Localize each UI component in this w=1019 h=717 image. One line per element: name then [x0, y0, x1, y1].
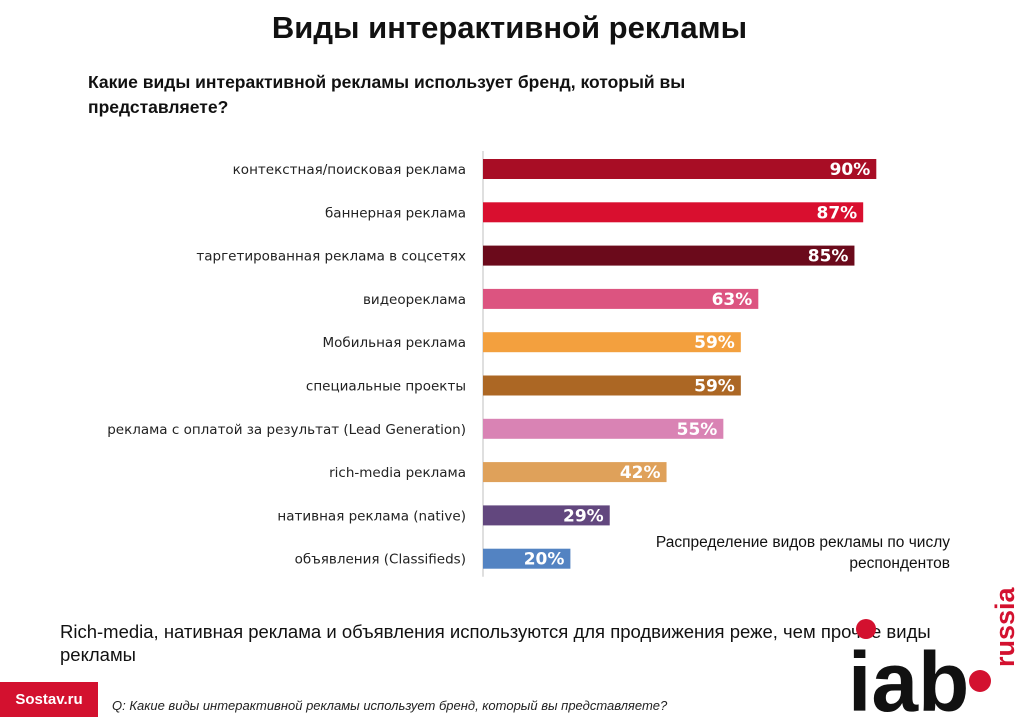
- chart-note: Распределение видов рекламы по числу рес…: [655, 534, 950, 572]
- bar: [483, 418, 724, 439]
- value-label: 90%: [830, 160, 871, 180]
- logo-dot-top: [856, 619, 876, 639]
- category-label: объявления (Classifieds): [295, 552, 466, 568]
- iab-russia-logo: iab russia: [848, 586, 1018, 717]
- bar-chart: контекстная/поисковая реклама 90% баннерна…: [107, 151, 877, 577]
- bar: [483, 332, 741, 353]
- bar: [483, 159, 877, 179]
- category-label: rich-media реклама: [329, 465, 466, 481]
- bar: [483, 202, 864, 223]
- value-label: 63%: [712, 290, 753, 310]
- category-label: баннерная реклама: [325, 205, 466, 221]
- bar: [483, 288, 759, 309]
- value-label: 87%: [816, 203, 857, 223]
- logo-sub-text: russia: [990, 586, 1018, 667]
- bar: [483, 245, 855, 266]
- bar: [483, 462, 667, 483]
- conclusion-text: Rich-media, нативная реклама и объявлени…: [60, 621, 931, 665]
- category-label: Мобильная реклама: [323, 335, 467, 351]
- value-label: 55%: [677, 420, 718, 440]
- footnote: Q: Какие виды интерактивной рекламы испо…: [112, 698, 668, 713]
- category-label: реклама с оплатой за результат (Lead Gen…: [107, 422, 466, 438]
- category-label: специальные проекты: [306, 379, 466, 395]
- logo-dot-bottom: [969, 670, 991, 692]
- category-label: контекстная/поисковая реклама: [233, 162, 466, 178]
- value-label: 59%: [694, 333, 735, 353]
- value-label: 20%: [524, 550, 565, 570]
- page-title: Виды интерактивной рекламы: [271, 10, 748, 45]
- bar: [483, 548, 571, 569]
- logo-main-text: iab: [848, 635, 969, 717]
- value-label: 85%: [808, 247, 849, 267]
- value-label: 29%: [563, 506, 604, 526]
- bar: [483, 375, 741, 396]
- sostav-logo: Sostav.ru: [0, 682, 98, 717]
- survey-question: Какие виды интерактивной рекламы использ…: [88, 72, 686, 117]
- value-label: 42%: [620, 463, 661, 483]
- category-label: видеореклама: [363, 292, 466, 308]
- value-label: 59%: [694, 377, 735, 397]
- category-label: нативная реклама (native): [277, 508, 466, 524]
- bar: [483, 505, 610, 526]
- category-label: таргетированная реклама в соцсетях: [196, 249, 466, 265]
